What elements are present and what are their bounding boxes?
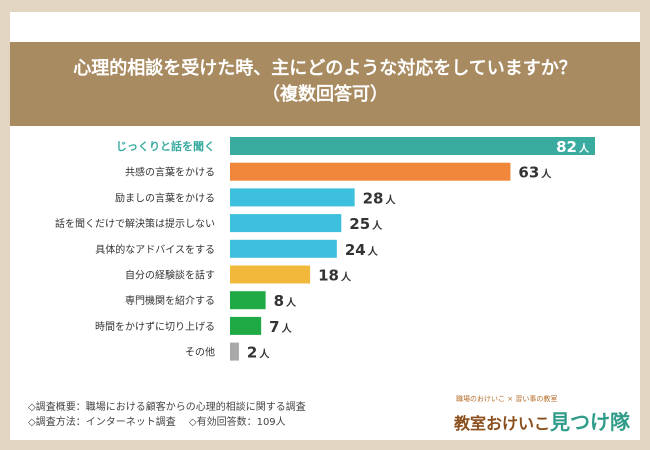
brand-logo: 職場のおけいこ × 習い事の教室 教室おけいこ見つけ隊 xyxy=(450,394,630,434)
category-label: じっくりと話を聞く xyxy=(116,139,215,153)
survey-outline-note: ◇調査概要：職場における顧客からの心理的相談に関する調査 xyxy=(28,402,306,413)
category-label: 共感の言葉をかける xyxy=(125,166,215,179)
bar xyxy=(230,188,355,207)
brand-name-main: 教室おけいこ xyxy=(454,414,551,433)
category-label: 自分の経験談を話す xyxy=(125,269,215,282)
category-label: 話を聞くだけで解決策は提示しない xyxy=(55,217,215,230)
category-label: 専門機関を紹介する xyxy=(125,294,215,307)
bar xyxy=(230,316,262,335)
value-label: 28 人 xyxy=(363,189,397,207)
bar xyxy=(230,214,342,233)
infographic-card: 心理的相談を受けた時、主にどのような対応をしていますか？ （複数回答可） じっく… xyxy=(10,12,640,440)
value-label: 82 人 xyxy=(556,138,590,156)
value-label: 25 人 xyxy=(349,215,383,233)
category-label: 時間をかけずに切り上げる xyxy=(95,321,215,333)
value-label: 63 人 xyxy=(518,164,552,182)
bar xyxy=(230,291,266,310)
survey-method-note: ◇調査方法：インターネット調査 xyxy=(28,417,176,428)
brand-name: 教室おけいこ見つけ隊 xyxy=(454,406,630,435)
bar xyxy=(230,342,239,361)
brand-tagline: 職場のおけいこ × 習い事の教室 xyxy=(456,395,558,403)
chart-subtitle: （複数回答可） xyxy=(262,84,388,105)
bar xyxy=(230,239,337,258)
value-label: 24 人 xyxy=(345,241,379,259)
brand-name-accent: 見つけ隊 xyxy=(550,410,631,434)
category-label: 具体的なアドバイスをする xyxy=(95,243,215,256)
bar xyxy=(230,137,595,155)
footnotes: ◇調査概要：職場における顧客からの心理的相談に関する調査 ◇調査方法：インターネ… xyxy=(28,400,316,430)
bar xyxy=(230,265,311,284)
category-label: その他 xyxy=(185,346,215,359)
valid-responses-note: ◇有効回答数：109人 xyxy=(188,417,286,428)
value-label: 18 人 xyxy=(318,267,352,285)
chart-title: 心理的相談を受けた時、主にどのような対応をしていますか？ xyxy=(73,58,577,79)
bar xyxy=(230,162,511,181)
category-label: 励ましの言葉をかける xyxy=(115,191,215,204)
title-band: 心理的相談を受けた時、主にどのような対応をしていますか？ （複数回答可） xyxy=(10,42,640,126)
